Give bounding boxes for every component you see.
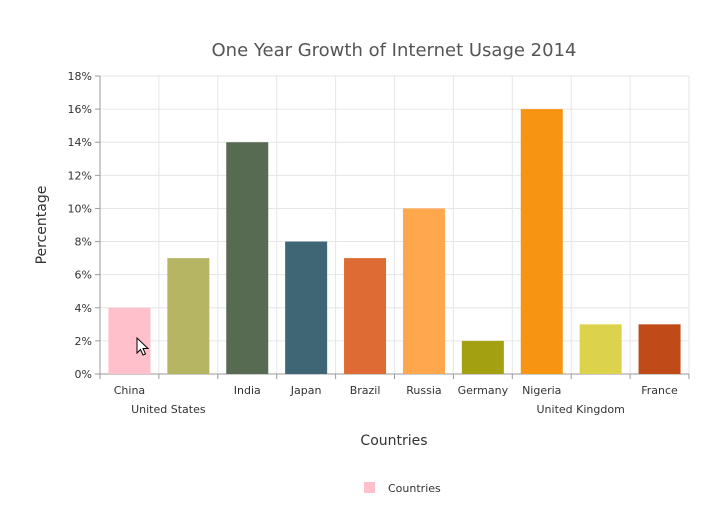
y-tick-label: 6% [75,269,92,282]
y-tick-label: 12% [68,169,92,182]
plot-area: 0% 2% 4% 6% 8% 10% 12% 14% 16% 18% China United Sta… [68,70,690,416]
bar[interactable] [638,324,681,374]
bar[interactable] [167,258,210,374]
legend-label: Countries [388,482,441,495]
bar[interactable] [402,208,445,374]
y-tick-label: 16% [68,103,92,116]
y-axis-title: Percentage [34,186,50,265]
y-tick-label: 8% [75,236,92,249]
x-tick-label: India [234,384,261,397]
x-tick-label: United States [131,403,206,416]
x-tick-label: France [641,384,678,397]
bar[interactable] [108,307,151,374]
x-tick-label: China [114,384,145,397]
y-tick-label: 10% [68,202,92,215]
y-tick-label: 0% [75,368,92,381]
bar[interactable] [579,324,622,374]
y-tick-label: 2% [75,335,92,348]
bar[interactable] [226,142,269,374]
y-tick-label: 14% [68,136,92,149]
chart-title: One Year Growth of Internet Usage 2014 [212,40,577,61]
x-axis-title: Countries [360,433,427,449]
mouse-cursor-icon [136,336,150,356]
bar[interactable] [520,109,563,374]
legend[interactable]: Countries [364,482,441,495]
x-tick-label: Brazil [350,384,381,397]
legend-swatch [364,482,375,493]
bar[interactable] [461,340,504,374]
bar[interactable] [285,241,328,374]
x-tick-label: United Kingdom [537,403,625,416]
x-tick-label: Russia [406,384,441,397]
y-tick-label: 4% [75,302,92,315]
x-tick-label: Nigeria [522,384,561,397]
x-tick-label: Japan [290,384,322,397]
bar[interactable] [344,258,387,374]
y-tick-label: 18% [68,70,92,83]
x-tick-label: Germany [458,384,509,397]
